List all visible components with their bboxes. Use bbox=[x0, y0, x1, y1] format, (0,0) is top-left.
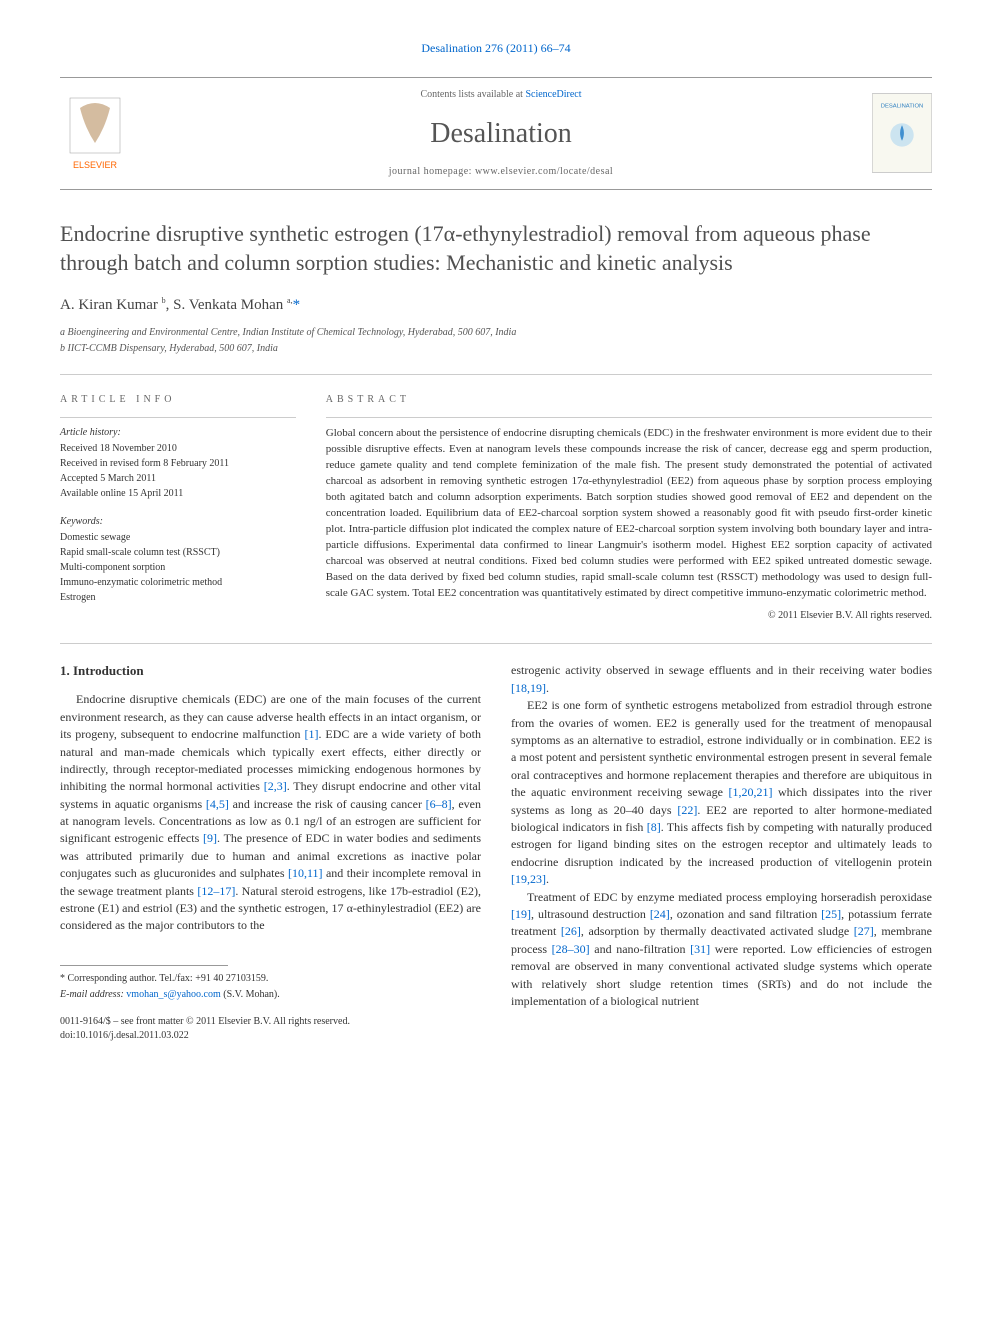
intro-heading: 1. Introduction bbox=[60, 662, 481, 681]
c2p3-t1: Treatment of EDC by enzyme mediated proc… bbox=[527, 890, 932, 904]
footnote-divider bbox=[60, 965, 228, 966]
ref-26[interactable]: [26] bbox=[561, 924, 581, 938]
journal-header: ELSEVIER Contents lists available at Sci… bbox=[60, 77, 932, 190]
ref-1[interactable]: [1] bbox=[304, 727, 318, 741]
ref-19-23[interactable]: [19,23] bbox=[511, 872, 546, 886]
keyword-5: Estrogen bbox=[60, 591, 296, 605]
ref-12-17[interactable]: [12–17] bbox=[197, 884, 235, 898]
history-received: Received 18 November 2010 bbox=[60, 442, 296, 456]
authors-line: A. Kiran Kumar b, S. Venkata Mohan a,* bbox=[60, 295, 932, 316]
journal-header-center: Contents lists available at ScienceDirec… bbox=[130, 88, 872, 179]
email-label: E-mail address: bbox=[60, 989, 126, 1000]
intro-para-1: Endocrine disruptive chemicals (EDC) are… bbox=[60, 691, 481, 934]
meta-section: article info Article history: Received 1… bbox=[60, 393, 932, 623]
ref-1-20-21[interactable]: [1,20,21] bbox=[728, 785, 772, 799]
history-accepted: Accepted 5 March 2011 bbox=[60, 472, 296, 486]
journal-title: Desalination bbox=[130, 114, 872, 153]
svg-text:DESALINATION: DESALINATION bbox=[881, 104, 923, 110]
c2p1-t2: . bbox=[546, 681, 549, 695]
ref-6-8[interactable]: [6–8] bbox=[426, 797, 452, 811]
abstract-copyright: © 2011 Elsevier B.V. All rights reserved… bbox=[326, 609, 932, 623]
ref-31[interactable]: [31] bbox=[690, 942, 710, 956]
abstract-divider bbox=[326, 417, 932, 418]
keyword-2: Rapid small-scale column test (RSSCT) bbox=[60, 546, 296, 560]
elsevier-text: ELSEVIER bbox=[73, 160, 118, 170]
contents-line: Contents lists available at ScienceDirec… bbox=[130, 88, 872, 102]
ref-10-11[interactable]: [10,11] bbox=[288, 866, 323, 880]
history-revised: Received in revised form 8 February 2011 bbox=[60, 457, 296, 471]
publisher-logo: ELSEVIER bbox=[60, 93, 130, 173]
article-info-column: article info Article history: Received 1… bbox=[60, 393, 296, 623]
col2-para-2: EE2 is one form of synthetic estrogens m… bbox=[511, 697, 932, 888]
email-link[interactable]: vmohan_s@yahoo.com bbox=[126, 989, 220, 1000]
abstract-label: abstract bbox=[326, 393, 932, 407]
c2p3-t5: , adsorption by thermally deactivated ac… bbox=[581, 924, 854, 938]
ref-9[interactable]: [9] bbox=[203, 831, 217, 845]
body-column-right: estrogenic activity observed in sewage e… bbox=[511, 662, 932, 1045]
sciencedirect-link[interactable]: ScienceDirect bbox=[525, 89, 581, 100]
ref-27[interactable]: [27] bbox=[854, 924, 874, 938]
corresponding-footnote: * Corresponding author. Tel./fax: +91 40… bbox=[60, 972, 481, 987]
info-divider bbox=[60, 417, 296, 418]
email-footnote: E-mail address: vmohan_s@yahoo.com (S.V.… bbox=[60, 988, 481, 1003]
affiliation-a: a Bioengineering and Environmental Centr… bbox=[60, 326, 932, 340]
journal-citation: Desalination 276 (2011) 66–74 bbox=[60, 40, 932, 57]
journal-cover-thumbnail: DESALINATION bbox=[872, 93, 932, 173]
copyright-line: 0011-9164/$ – see front matter © 2011 El… bbox=[60, 1015, 481, 1030]
c2p1-t1: estrogenic activity observed in sewage e… bbox=[511, 663, 932, 677]
c2p2-t5: . bbox=[546, 872, 549, 886]
author-1: A. Kiran Kumar bbox=[60, 297, 162, 313]
keyword-3: Multi-component sorption bbox=[60, 561, 296, 575]
ref-18-19[interactable]: [18,19] bbox=[511, 681, 546, 695]
divider bbox=[60, 374, 932, 375]
col2-para-3: Treatment of EDC by enzyme mediated proc… bbox=[511, 889, 932, 1011]
citation-link[interactable]: Desalination 276 (2011) 66–74 bbox=[421, 41, 570, 55]
ref-28-30[interactable]: [28–30] bbox=[552, 942, 590, 956]
ref-19b[interactable]: [19] bbox=[511, 907, 531, 921]
history-online: Available online 15 April 2011 bbox=[60, 487, 296, 501]
p1-t4: and increase the risk of causing cancer bbox=[229, 797, 426, 811]
journal-homepage: journal homepage: www.elsevier.com/locat… bbox=[130, 165, 872, 179]
article-info-label: article info bbox=[60, 393, 296, 407]
keywords-label: Keywords: bbox=[60, 515, 296, 529]
doi-line: doi:10.1016/j.desal.2011.03.022 bbox=[60, 1029, 481, 1044]
c2p3-t7: and nano-filtration bbox=[590, 942, 691, 956]
c2p3-t2: , ultrasound destruction bbox=[531, 907, 650, 921]
col2-para-1: estrogenic activity observed in sewage e… bbox=[511, 662, 932, 697]
affiliation-b: b IICT-CCMB Dispensary, Hyderabad, 500 6… bbox=[60, 342, 932, 356]
article-title: Endocrine disruptive synthetic estrogen … bbox=[60, 220, 932, 277]
keyword-1: Domestic sewage bbox=[60, 531, 296, 545]
corresponding-mark[interactable]: * bbox=[293, 297, 301, 313]
ref-4-5[interactable]: [4,5] bbox=[206, 797, 229, 811]
divider-2 bbox=[60, 643, 932, 644]
contents-prefix: Contents lists available at bbox=[420, 89, 525, 100]
ref-25[interactable]: [25] bbox=[821, 907, 841, 921]
keyword-4: Immuno-enzymatic colorimetric method bbox=[60, 576, 296, 590]
ref-24[interactable]: [24] bbox=[650, 907, 670, 921]
history-label: Article history: bbox=[60, 426, 296, 440]
abstract-text: Global concern about the persistence of … bbox=[326, 426, 932, 601]
c2p3-t3: , ozonation and sand filtration bbox=[670, 907, 821, 921]
body-column-left: 1. Introduction Endocrine disruptive che… bbox=[60, 662, 481, 1045]
abstract-column: abstract Global concern about the persis… bbox=[326, 393, 932, 623]
author-2: S. Venkata Mohan bbox=[173, 297, 287, 313]
ref-8[interactable]: [8] bbox=[647, 820, 661, 834]
body-columns: 1. Introduction Endocrine disruptive che… bbox=[60, 662, 932, 1045]
email-suffix: (S.V. Mohan). bbox=[221, 989, 280, 1000]
ref-22[interactable]: [22] bbox=[677, 803, 697, 817]
ref-2-3[interactable]: [2,3] bbox=[264, 779, 287, 793]
